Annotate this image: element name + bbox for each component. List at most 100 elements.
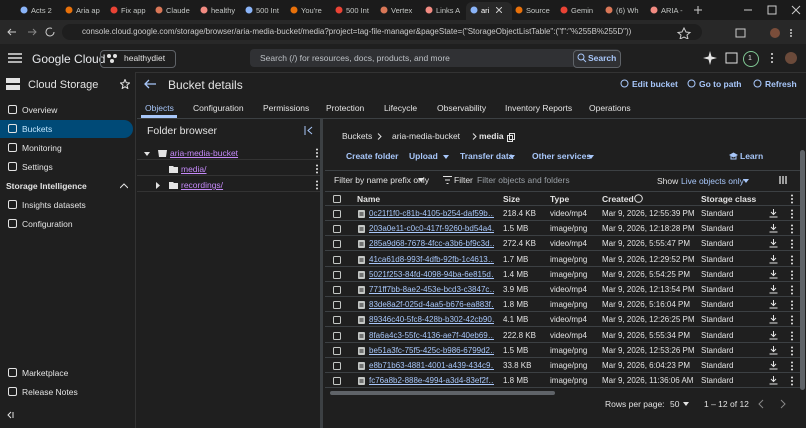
more-button[interactable] (790, 270, 794, 280)
checkbox[interactable] (333, 301, 341, 310)
page-size-arrow[interactable] (683, 402, 689, 406)
project-icon[interactable] (106, 53, 118, 63)
nav-icon[interactable] (8, 200, 17, 209)
toolbar-button[interactable]: Transfer data (460, 151, 514, 161)
object-name[interactable]: 5021f253-84fd-4098-94ba-6e815d… (369, 270, 494, 279)
tab-favicon[interactable] (290, 6, 298, 14)
checkbox[interactable] (333, 210, 341, 218)
browser-tab[interactable]: Fix app (121, 6, 146, 15)
nav-section[interactable]: Storage Intelligence (6, 181, 87, 191)
object-name[interactable]: 83de8a2f-025d-4aa5-b676-ea883f… (369, 301, 494, 310)
tab-favicon[interactable] (380, 6, 388, 14)
column-header[interactable]: Name (357, 194, 381, 204)
action-icon[interactable] (620, 79, 629, 88)
browser-tab[interactable]: Vertex (391, 6, 413, 15)
object-name[interactable]: 8fa6a4c3-55fc-4136-ae7f-40eb69… (369, 331, 494, 340)
tab-close[interactable] (496, 7, 502, 13)
more-button[interactable] (790, 331, 794, 341)
collapse-section[interactable] (120, 183, 128, 189)
checkbox[interactable] (333, 331, 341, 340)
nav-item[interactable]: Buckets (22, 124, 53, 134)
action-icon[interactable] (753, 79, 762, 88)
tab-favicon[interactable] (335, 6, 343, 14)
toolbar-button[interactable]: Upload (409, 151, 438, 161)
header-icons[interactable] (703, 51, 803, 65)
expand[interactable] (144, 151, 150, 157)
page-tab[interactable]: Permissions (263, 103, 310, 113)
download[interactable] (769, 285, 778, 294)
more-button[interactable] (790, 361, 794, 371)
tab-favicon[interactable] (110, 6, 118, 14)
checkbox[interactable] (333, 316, 341, 325)
filter-input[interactable]: Filter objects and folders (477, 175, 570, 185)
more-button[interactable] (790, 315, 794, 325)
breadcrumb[interactable]: Buckets (342, 131, 373, 141)
tree-item[interactable]: media/ (181, 164, 207, 174)
browser-tab[interactable]: healthy (211, 6, 236, 15)
tab-favicon[interactable] (650, 6, 658, 14)
address-bar[interactable] (62, 24, 702, 40)
browser-tab[interactable]: Source (526, 6, 550, 15)
download[interactable] (769, 269, 778, 279)
window-controls[interactable] (742, 5, 802, 15)
new-tab[interactable] (694, 6, 702, 14)
url[interactable]: console.cloud.google.com/storage/browser… (82, 28, 632, 36)
badge-count[interactable]: 1 (748, 55, 752, 62)
tree-item[interactable]: aria-media-bucket (170, 148, 239, 158)
nav-item[interactable]: Settings (22, 162, 53, 172)
pager[interactable] (757, 399, 787, 409)
nav-icon[interactable] (8, 368, 17, 377)
search-placeholder[interactable]: Search (/) for resources, docs, products… (260, 53, 450, 63)
more-button[interactable] (790, 300, 794, 310)
expand[interactable] (155, 182, 160, 189)
tab-favicon[interactable] (515, 6, 523, 14)
more-button[interactable] (790, 224, 794, 234)
help[interactable] (634, 194, 643, 203)
learn[interactable]: Learn (740, 151, 764, 161)
search-button-label[interactable]: Search (588, 53, 617, 63)
checkbox[interactable] (333, 225, 341, 234)
nav-icon[interactable] (8, 387, 17, 396)
nav-item[interactable]: Marketplace (22, 368, 69, 378)
more-button[interactable] (790, 194, 794, 204)
object-name[interactable]: 285a9d68-7678-4fcc-a3b6-bf9c3d… (369, 240, 494, 249)
tab-favicon[interactable] (425, 6, 433, 14)
browser-tab[interactable]: You're (301, 6, 322, 15)
browser-tab[interactable]: Claude (166, 6, 190, 15)
object-name[interactable]: fc76a8b2-888e-4994-a3d4-83ef2f… (369, 377, 494, 386)
browser-tab[interactable]: Acts 2 (31, 6, 52, 15)
checkbox[interactable] (333, 270, 341, 279)
breadcrumb[interactable]: aria-media-bucket (392, 131, 461, 141)
browser-tab[interactable]: Links A (436, 6, 461, 15)
scrollbar[interactable] (800, 150, 805, 390)
search-button[interactable] (573, 50, 621, 68)
more-button[interactable] (315, 180, 319, 190)
nav-item[interactable]: Overview (22, 105, 58, 115)
nav-icon[interactable] (8, 219, 17, 228)
more-button[interactable] (315, 148, 319, 158)
browser-tab[interactable]: Aria ap (76, 6, 100, 15)
address-icons[interactable] (676, 27, 796, 39)
action-icon[interactable] (687, 79, 696, 88)
nav-icon[interactable] (8, 143, 17, 152)
nav-buttons[interactable] (6, 26, 60, 38)
download[interactable] (769, 209, 778, 218)
menu[interactable] (8, 52, 22, 64)
more-button[interactable] (790, 376, 794, 386)
tab-favicon[interactable] (560, 6, 568, 14)
copy[interactable] (507, 133, 515, 142)
tab-favicon[interactable] (65, 6, 73, 14)
search-box[interactable] (250, 49, 620, 67)
page-action[interactable]: Refresh (765, 79, 797, 89)
more-button[interactable] (315, 164, 319, 174)
browser-tab[interactable]: 500 Int (346, 6, 369, 15)
nav-item[interactable]: Monitoring (22, 143, 62, 153)
checkbox[interactable] (333, 255, 341, 264)
tab-favicon[interactable] (605, 6, 613, 14)
download[interactable] (769, 224, 778, 233)
rows-per-page[interactable]: 50 (670, 399, 680, 409)
checkbox[interactable] (333, 286, 341, 294)
nav-icon[interactable] (8, 162, 17, 171)
page-tab[interactable]: Lifecycle (384, 103, 418, 113)
pane-divider[interactable] (320, 119, 323, 428)
